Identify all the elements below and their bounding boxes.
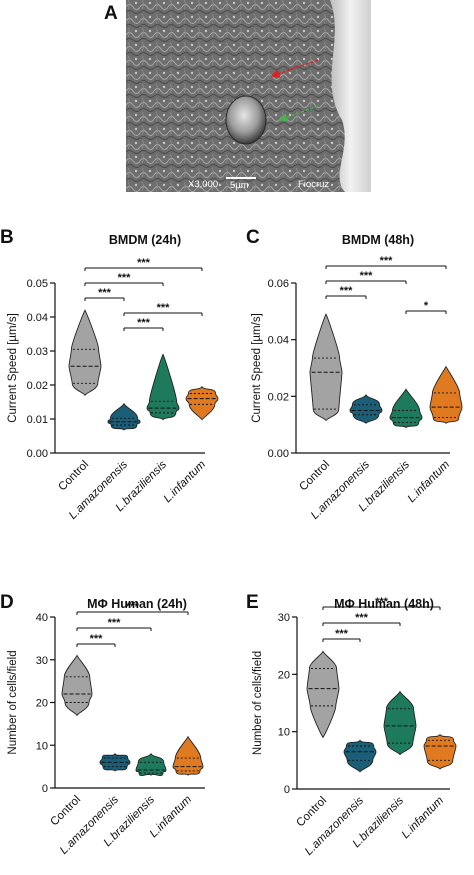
y-axis-label: Current Speed [µm/s] (251, 313, 263, 423)
chart-title: BMDM (48h) (342, 233, 414, 247)
x-category-label: Control (56, 459, 91, 494)
y-tick-label: 0.05 (27, 278, 48, 290)
y-tick-label: 30 (278, 612, 290, 624)
violin-control (306, 650, 340, 739)
y-tick-label: 0.03 (27, 346, 48, 358)
violin-l-infantum (429, 365, 463, 425)
y-tick-label: 0.04 (268, 335, 289, 347)
y-tick-label: 20 (278, 669, 290, 681)
significance-label: *** (360, 270, 374, 282)
y-tick-label: 40 (36, 612, 48, 624)
y-axis-label: Number of cells/field (252, 651, 264, 755)
chart-panel-d: D MΦ Human (24h) Number of cells/field 0 10 2… (0, 592, 205, 857)
y-tick-label: 0 (284, 784, 290, 796)
panel-letter-d: D (0, 592, 14, 613)
violin-control (61, 654, 93, 717)
x-category-label: Control (48, 794, 83, 829)
panel-letter-b: B (0, 227, 14, 248)
red-arrow-icon (270, 59, 319, 78)
violin-l-amazonensis (343, 739, 377, 773)
x-category-label: Control (294, 795, 329, 830)
significance-label: *** (375, 596, 389, 608)
y-tick-label: 30 (36, 655, 48, 667)
sem-facility-label: Fiocruz (298, 179, 329, 190)
y-axis-label: Number of cells/field (7, 650, 19, 754)
panel-letter-c: C (246, 227, 260, 248)
violin-l-infantum (423, 733, 457, 770)
significance-label: *** (98, 287, 112, 299)
significance-label: * (424, 300, 429, 312)
violin-l-braziliensis (383, 690, 417, 756)
violin-control (68, 309, 102, 397)
significance-label: *** (137, 317, 151, 329)
significance-label: *** (118, 272, 132, 284)
violin-l-infantum (172, 735, 204, 776)
significance-label: *** (380, 255, 394, 267)
chart-title: BMDM (24h) (109, 233, 181, 247)
sem-scale-label: 5µm (230, 180, 249, 191)
y-tick-label: 20 (36, 698, 48, 710)
sem-tissue-ridge (330, 0, 371, 192)
panel-letter-e: E (246, 592, 259, 613)
x-category-label: L.infantum (400, 794, 447, 841)
significance-label: *** (137, 257, 151, 269)
significance-label: *** (335, 628, 349, 640)
y-tick-label: 0.02 (27, 380, 48, 392)
y-tick-label: 0.00 (27, 448, 48, 460)
sem-magnification: X3,000 (188, 179, 218, 190)
y-tick-label: 0.06 (268, 278, 289, 290)
chart-panel-c: C BMDM (48h) Current Speed [µm/s] 0.00 0.02 0… (246, 227, 463, 522)
panel-a-micrograph: A X3,000 5µm Fiocruz (104, 0, 371, 192)
significance-label: *** (126, 601, 140, 613)
sem-macrophage-cell (225, 95, 267, 145)
significance-label: *** (340, 285, 354, 297)
violin-l-amazonensis (107, 402, 141, 431)
significance-label: *** (90, 633, 104, 645)
y-tick-label: 0.01 (27, 414, 48, 426)
violin-l-braziliensis (146, 353, 180, 421)
y-axis-label: Current Speed [µm/s] (7, 313, 19, 423)
significance-label: *** (157, 302, 171, 314)
y-tick-label: 0.00 (268, 448, 289, 460)
y-tick-label: 10 (36, 740, 48, 752)
violin-l-braziliensis (135, 752, 167, 777)
significance-label: *** (108, 617, 122, 629)
chart-panel-e: E MΦ Human (48h)Number of cells/field0102… (246, 592, 457, 858)
significance-label: *** (355, 612, 369, 624)
y-tick-label: 0.02 (268, 391, 289, 403)
x-category-label: L.infantum (406, 458, 453, 505)
y-tick-label: 0 (42, 783, 48, 795)
chart-panel-b: B BMDM (24h) Current Speed [µm/s] 0.00 0.01 0… (0, 227, 219, 522)
violin-l-braziliensis (389, 388, 423, 429)
violin-l-infantum (185, 385, 219, 421)
x-category-label: L.infantum (162, 458, 209, 505)
green-arrow-icon (278, 105, 319, 122)
violin-l-amazonensis (349, 393, 383, 425)
violin-control (309, 313, 343, 422)
x-category-label: Control (297, 459, 332, 494)
y-tick-label: 10 (278, 727, 290, 739)
charts: B BMDM (24h) Current Speed [µm/s] 0.00 0.01 0… (0, 227, 463, 858)
panel-letter-a: A (104, 3, 118, 24)
chart-title: MΦ Human (24h) (87, 597, 187, 611)
y-tick-label: 0.04 (27, 312, 48, 324)
